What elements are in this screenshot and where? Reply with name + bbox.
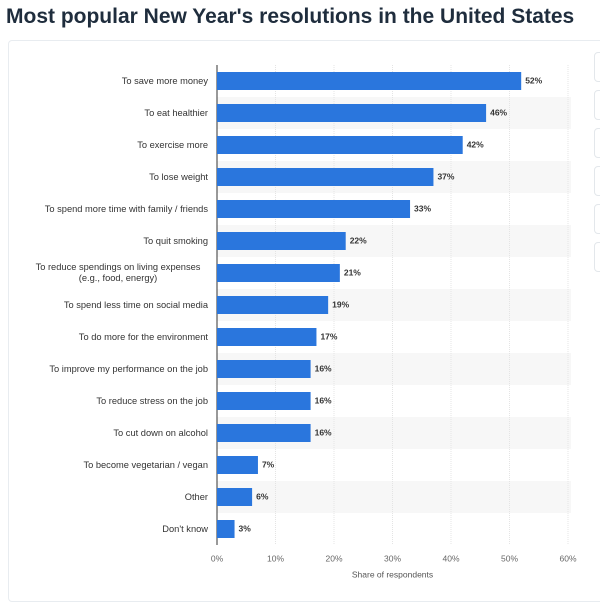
y-tick-label: To spend more time with family / friends xyxy=(44,203,208,214)
value-label: 16% xyxy=(315,395,332,405)
x-tick-label: 0% xyxy=(211,553,224,563)
value-label: 3% xyxy=(239,523,252,533)
category-label-box: To lose weight xyxy=(20,162,208,192)
y-tick-label: To save more money xyxy=(121,75,208,86)
page-title: Most popular New Year's resolutions in t… xyxy=(6,5,575,28)
value-label: 42% xyxy=(467,139,484,149)
category-label-box: To save more money xyxy=(20,66,208,96)
side-button[interactable] xyxy=(594,166,600,196)
category-label-box: To spend more time with family / friends xyxy=(20,194,208,224)
category-label-box: To reduce spendings on living expenses (… xyxy=(20,258,208,288)
y-tick-label: To cut down on alcohol xyxy=(113,427,208,438)
bar xyxy=(217,456,258,474)
value-label: 17% xyxy=(320,331,337,341)
value-label: 19% xyxy=(332,299,349,309)
bar xyxy=(217,520,235,538)
value-label: 52% xyxy=(525,75,542,85)
category-label-box: To cut down on alcohol xyxy=(20,418,208,448)
row-stripe xyxy=(217,481,571,513)
category-label-box: To eat healthier xyxy=(20,98,208,128)
bar xyxy=(217,296,329,314)
category-label-box: To reduce stress on the job xyxy=(20,386,208,416)
y-tick-label: Other xyxy=(184,491,208,502)
side-button[interactable] xyxy=(594,52,600,82)
category-label-box: Don't know xyxy=(20,514,208,544)
side-button[interactable] xyxy=(594,128,600,158)
side-button[interactable] xyxy=(594,204,600,234)
x-tick-label: 60% xyxy=(559,553,576,563)
bar xyxy=(217,424,311,442)
y-tick-label: Don't know xyxy=(162,523,208,534)
y-tick-label: To become vegetarian / vegan xyxy=(83,459,208,470)
category-label-box: Other xyxy=(20,482,208,512)
y-tick-label: To eat healthier xyxy=(144,107,208,118)
value-label: 16% xyxy=(315,427,332,437)
bar xyxy=(217,72,522,90)
side-button[interactable] xyxy=(594,242,600,272)
y-tick-label: To spend less time on social media xyxy=(63,299,208,310)
y-tick-label: To reduce stress on the job xyxy=(96,395,208,406)
bar xyxy=(217,488,253,506)
category-label-box: To quit smoking xyxy=(20,226,208,256)
bar xyxy=(217,200,411,218)
category-label-box: To improve my performance on the job xyxy=(20,354,208,384)
x-tick-label: 40% xyxy=(442,553,459,563)
y-tick-label: To lose weight xyxy=(149,171,208,182)
y-tick-label: To exercise more xyxy=(137,139,208,150)
category-label-box: To do more for the environment xyxy=(20,322,208,352)
bar xyxy=(217,328,317,346)
value-label: 7% xyxy=(262,459,275,469)
bar xyxy=(217,392,311,410)
category-label-box: To become vegetarian / vegan xyxy=(20,450,208,480)
y-tick-label: To quit smoking xyxy=(143,235,208,246)
y-tick-label: To improve my performance on the job xyxy=(49,363,208,374)
y-tick-label: To reduce spendings on living expenses (… xyxy=(35,262,201,283)
value-label: 22% xyxy=(350,235,367,245)
bar xyxy=(217,104,487,122)
x-tick-label: 30% xyxy=(384,553,401,563)
value-label: 6% xyxy=(256,491,269,501)
x-tick-label: 20% xyxy=(325,553,342,563)
x-tick-label: 10% xyxy=(267,553,284,563)
value-label: 16% xyxy=(315,363,332,373)
x-axis-title: Share of respondents xyxy=(352,569,433,579)
bar xyxy=(217,136,463,154)
bar xyxy=(217,360,311,378)
side-button[interactable] xyxy=(594,90,600,120)
bar xyxy=(217,264,340,282)
value-label: 46% xyxy=(490,107,507,117)
value-label: 21% xyxy=(344,267,361,277)
bar xyxy=(217,168,434,186)
category-label-box: To spend less time on social media xyxy=(20,290,208,320)
bar xyxy=(217,232,346,250)
value-label: 33% xyxy=(414,203,431,213)
value-label: 37% xyxy=(437,171,454,181)
y-tick-label: To do more for the environment xyxy=(78,331,208,342)
x-tick-label: 50% xyxy=(501,553,518,563)
category-label-box: To exercise more xyxy=(20,130,208,160)
